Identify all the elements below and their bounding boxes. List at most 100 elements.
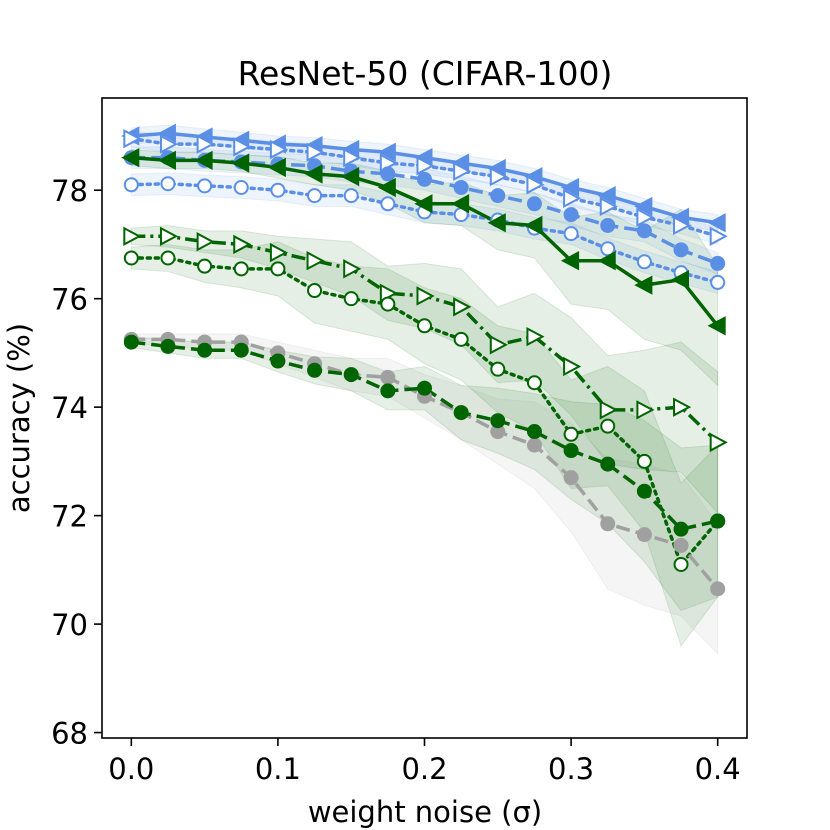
point-green-circle-dashed [123,334,139,350]
point-green-circle-dashed [710,513,726,529]
point-green-right-triangle-dashdot [636,400,655,420]
point-green-open-circle-dotted [380,296,396,312]
point-blue-circle-dashed [490,188,506,204]
point-green-circle-dashed [600,456,616,472]
y-tick-label: 78 [51,174,88,208]
chart-title: ResNet-50 (CIFAR-100) [238,54,613,93]
point-blue-left-triangle-solid [560,177,580,198]
y-tick-label: 72 [51,500,88,534]
point-green-right-triangle-dashdot [123,226,142,246]
point-blue-circle-dashed [600,217,616,233]
point-blue-right-triangle-dotted [416,156,435,176]
series-markers [121,123,728,597]
point-blue-right-triangle-dotted [233,137,252,157]
point-green-left-triangle-solid [634,275,653,295]
point-green-circle-dashed [380,383,396,399]
point-gray-circle-dashed [600,516,616,532]
point-blue-open-circle-dotted [270,182,286,198]
point-blue-right-triangle-dotted [306,142,325,162]
point-blue-right-triangle-dotted [196,134,215,154]
point-blue-circle-dashed [453,179,469,195]
point-green-left-triangle-solid [267,157,286,178]
point-green-right-triangle-dashdot [159,226,179,246]
point-blue-circle-dashed [636,223,652,239]
point-green-right-triangle-dashdot [599,400,618,420]
point-gray-circle-dashed [526,437,542,453]
point-green-open-circle-dotted [160,250,176,266]
point-blue-right-triangle-dotted [599,196,618,217]
point-blue-right-triangle-dotted [709,226,728,246]
point-blue-open-circle-dotted [123,177,139,193]
point-blue-open-circle-dotted [710,274,726,290]
point-green-left-triangle-solid [414,194,433,214]
point-blue-left-triangle-solid [157,123,176,143]
point-gray-circle-dashed [636,527,652,543]
point-green-right-triangle-dashdot [233,234,252,255]
point-blue-circle-dashed [673,242,689,258]
point-blue-left-triangle-solid [377,142,396,162]
point-green-circle-dashed [160,338,176,354]
point-blue-open-circle-dotted [563,226,579,242]
point-green-left-triangle-solid [121,147,140,168]
point-green-left-triangle-solid [670,270,690,290]
x-tick-label: 0.0 [108,752,154,786]
point-blue-open-circle-dotted [307,188,323,204]
point-green-open-circle-dotted [526,375,542,391]
point-green-right-triangle-dashdot [489,335,508,355]
point-green-left-triangle-solid [341,166,360,187]
point-green-left-triangle-solid [194,150,213,171]
point-green-right-triangle-dashdot [526,326,545,347]
y-tick-label: 74 [51,391,88,425]
point-gray-circle-dashed [673,537,689,553]
point-green-right-triangle-dashdot [196,232,215,252]
point-green-open-circle-dotted [123,250,139,266]
point-blue-circle-dashed [526,196,542,212]
point-green-circle-dashed [270,353,286,369]
point-green-open-circle-dotted [197,258,213,274]
point-blue-circle-dashed [563,207,579,223]
point-green-open-circle-dotted [453,331,469,347]
point-green-right-triangle-dashdot [306,251,325,271]
point-gray-circle-dashed [380,369,396,385]
point-green-right-triangle-dashdot [673,397,692,417]
point-green-open-circle-dotted [673,556,689,572]
point-green-right-triangle-dashdot [709,432,728,453]
point-blue-right-triangle-dotted [673,215,692,236]
point-blue-open-circle-dotted [380,196,396,212]
point-blue-left-triangle-solid [597,185,616,206]
point-blue-right-triangle-dotted [269,139,289,160]
point-blue-circle-dashed [417,171,432,187]
point-green-open-circle-dotted [233,261,249,277]
point-blue-open-circle-dotted [160,176,176,192]
point-green-open-circle-dotted [563,426,579,442]
y-tick-label: 70 [51,608,88,642]
point-green-right-triangle-dashdot [343,259,362,279]
point-blue-circle-dashed [380,166,396,182]
point-blue-right-triangle-dotted [526,175,545,195]
band-green-left-triangle-solid [130,148,719,387]
point-blue-right-triangle-dotted [159,134,179,154]
point-green-circle-dashed [453,405,469,421]
point-green-open-circle-dotted [636,453,652,469]
point-green-open-circle-dotted [417,318,432,334]
point-green-open-circle-dotted [307,283,323,299]
point-green-left-triangle-solid [597,251,616,271]
y-tick-label: 76 [51,283,88,317]
point-green-left-triangle-solid [231,153,250,173]
y-tick-label: 68 [51,717,88,751]
point-green-open-circle-dotted [600,418,616,434]
point-green-left-triangle-solid [451,194,470,214]
x-axis-label: weight noise (σ) [308,795,542,829]
point-blue-circle-dashed [710,255,726,271]
y-axis-label: accuracy (%) [2,323,36,513]
point-green-circle-dashed [526,424,542,440]
point-blue-right-triangle-dotted [563,188,582,209]
point-blue-left-triangle-solid [707,213,726,233]
point-blue-open-circle-dotted [233,179,249,195]
point-green-left-triangle-solid [560,251,580,271]
point-green-circle-dashed [636,483,652,499]
point-gray-circle-dashed [710,581,726,597]
point-green-open-circle-dotted [270,261,286,277]
point-blue-open-circle-dotted [636,254,652,270]
